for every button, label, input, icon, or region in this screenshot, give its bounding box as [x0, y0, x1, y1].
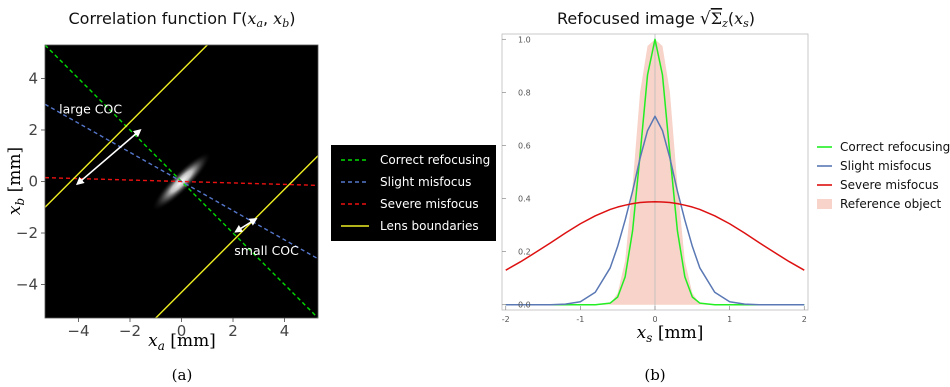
x-tick-label-b: 1 — [727, 315, 732, 324]
title-a-var2: x — [273, 9, 282, 28]
x-tick-label-a: −4 — [67, 322, 89, 340]
y-tick-label-a: −4 — [16, 276, 38, 294]
arrow-large-coc — [75, 128, 142, 186]
panel-a-ticks: −4 −2 0 2 4 −4 −2 0 2 4 — [16, 69, 289, 340]
x-tick-label-a: 0 — [177, 322, 187, 340]
legend-a-label: Lens boundaries — [380, 219, 479, 233]
xlabel-a-sub: a — [158, 339, 165, 353]
xlabel-a-unit: [mm] — [165, 331, 216, 351]
title-b-var: x — [734, 9, 743, 28]
x-tick-label-a: 4 — [280, 322, 290, 340]
y-tick-label-a: 2 — [28, 121, 38, 139]
line-correct-refocusing — [45, 45, 318, 318]
legend-a-label: Slight misfocus — [380, 175, 471, 189]
legend-b-swatch — [817, 199, 832, 209]
y-tick-label-b: 0.6 — [518, 141, 531, 150]
title-b-open: ( — [728, 9, 734, 28]
panel-a-title: Correlation function Γ(xa, xb) — [68, 9, 295, 30]
title-a-var1: x — [247, 9, 256, 28]
panel-a-title-text: Correlation function Γ( — [68, 9, 247, 28]
panel-b-legend: Correct refocusing Slight misfocus Severe … — [817, 140, 950, 211]
line-correct-refocusing — [505, 38, 805, 306]
heatmap-plot-area: large COC small COC — [45, 45, 318, 318]
y-tick-label-a: 0 — [28, 173, 38, 191]
title-a-close: ) — [289, 9, 295, 28]
legend-b-label: Correct refocusing — [840, 140, 950, 154]
ylabel-a-unit: [mm] — [5, 147, 25, 198]
annotation-small-coc: small COC — [234, 243, 299, 258]
ylabel-a-sub: b — [13, 198, 27, 206]
x-tick-label-b: 2 — [802, 315, 807, 324]
line-slight-misfocus — [505, 115, 805, 306]
title-b-text: Refocused image — [557, 9, 700, 28]
title-b-close: ) — [749, 9, 755, 28]
panel-b-xlabel: xs [mm] — [637, 323, 704, 345]
legend-a-label: Severe misfocus — [380, 197, 479, 211]
y-tick-label-b: 0.0 — [518, 301, 531, 310]
sqrt-symbol: √ — [700, 9, 711, 29]
title-a-sub2: b — [282, 17, 289, 30]
annotation-large-coc: large COC — [59, 101, 122, 116]
title-a-sub1: a — [256, 17, 263, 30]
title-b-vsub: s — [743, 17, 749, 30]
title-b-sym: Σ — [711, 9, 722, 28]
x-tick-label-b: -1 — [576, 315, 584, 324]
x-tick-label-b: -2 — [502, 315, 510, 324]
panel-b-caption: (b) — [644, 366, 665, 384]
y-tick-label-a: −2 — [16, 224, 38, 242]
xlabel-b-unit: [mm] — [652, 323, 703, 343]
panel-b-title: Refocused image √Σz(xs) — [557, 9, 755, 30]
legend-b-label: Severe misfocus — [840, 178, 939, 192]
panel-a-ylabel: xb [mm] — [5, 147, 27, 215]
x-tick-label-b: 0 — [652, 315, 657, 324]
line-severe-misfocus — [505, 200, 805, 271]
legend-b-label: Slight misfocus — [840, 159, 931, 173]
panel-a-xlabel: xa [mm] — [148, 331, 216, 353]
xlabel-b-var: x — [637, 323, 647, 343]
line-plot-area — [505, 34, 805, 310]
title-b-sub: z — [721, 17, 728, 30]
legend-b-label: Reference object — [840, 197, 942, 211]
panel-a-legend: Correct refocusing Slight misfocus Severe … — [331, 145, 496, 241]
ylabel-a-var: x — [5, 205, 25, 215]
panel-b-ticks: -2 -1 0 1 2 0.0 0.2 0.4 0.6 0.8 1.0 — [502, 35, 807, 324]
y-tick-label-b: 0.8 — [518, 88, 531, 97]
legend-a-label: Correct refocusing — [380, 153, 490, 167]
y-tick-label-b: 0.4 — [518, 195, 531, 204]
xlabel-a-var: x — [148, 331, 158, 351]
y-tick-label-b: 0.2 — [518, 248, 531, 257]
line-lens-boundaries-2 — [154, 155, 318, 318]
panel-a: Correlation function Γ(xa, xb) large COC… — [5, 9, 496, 353]
y-tick-label-a: 4 — [28, 69, 38, 87]
arrow-small-coc — [234, 217, 258, 233]
x-tick-label-a: −2 — [119, 322, 141, 340]
panel-a-caption: (a) — [172, 366, 193, 384]
x-tick-label-a: 2 — [228, 322, 238, 340]
title-a-comma: , — [263, 9, 273, 28]
legend-a-box — [331, 145, 496, 241]
xlabel-b-sub: s — [646, 331, 652, 345]
panel-b: Refocused image √Σz(xs) -2 -1 0 1 20.00.20.4… — [501, 9, 950, 345]
y-tick-label-b: 1.0 — [518, 35, 531, 44]
